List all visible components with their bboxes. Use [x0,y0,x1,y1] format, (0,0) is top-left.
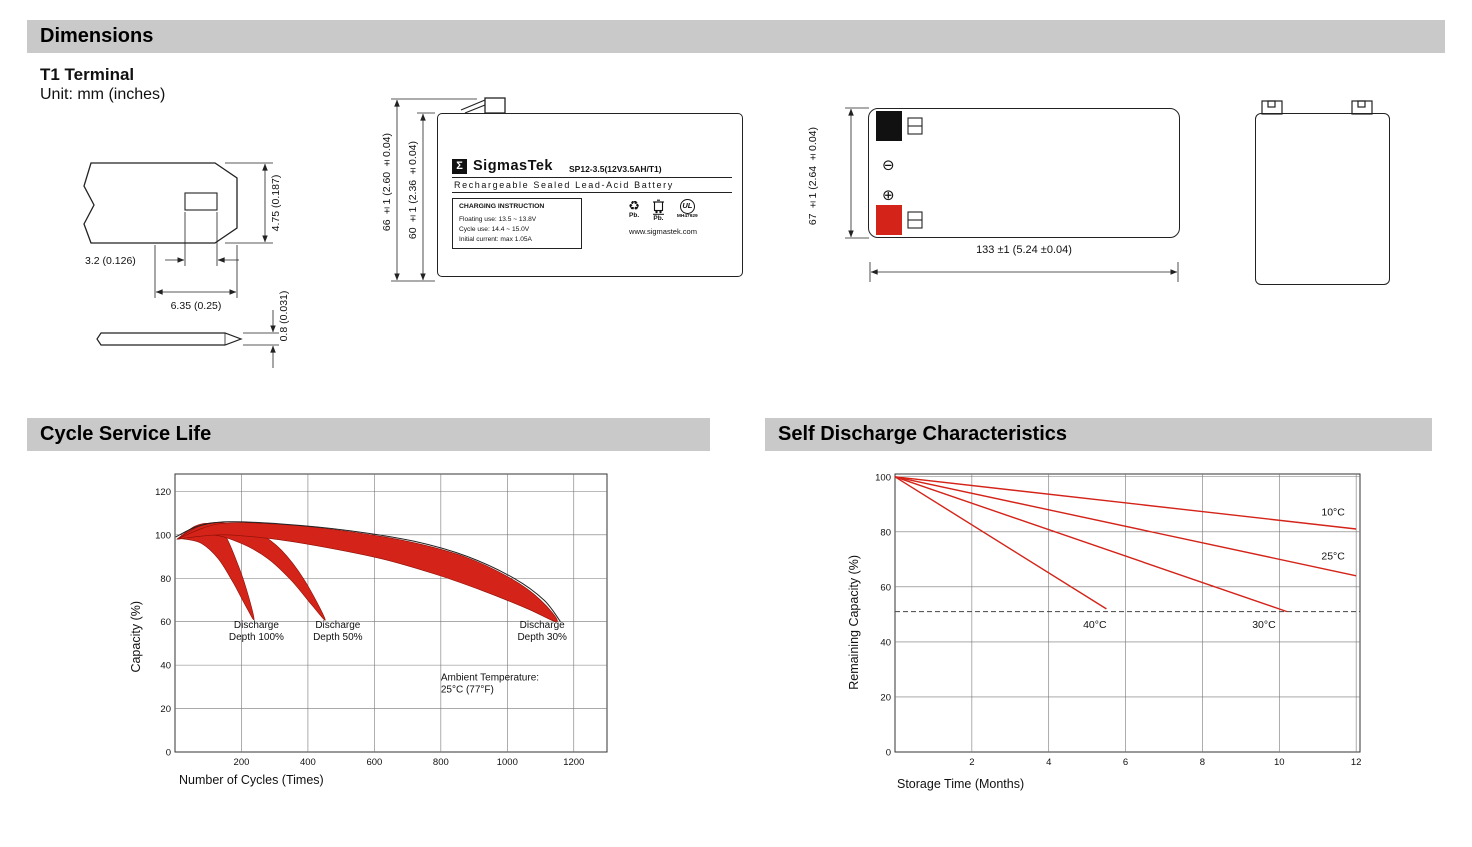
svg-text:25°C: 25°C [1321,550,1345,562]
top-view-length-dim-line [869,262,1179,282]
chart1-xlabel: Number of Cycles (Times) [179,773,324,787]
battery-top-view: ⊖ ⊕ 67 ±1 (2.64 ±0.04) 133 ±1 (5.24 ±0.0… [807,93,1227,308]
svg-text:200: 200 [234,757,250,768]
crossed-bin-pb-icon: Pb. [651,199,666,222]
charging-line-1: Floating use: 13.5 ~ 13.8V [459,215,537,223]
svg-text:10: 10 [1274,757,1285,768]
svg-text:10°C: 10°C [1321,506,1345,518]
top-view-terminals: ⊖ ⊕ [876,111,923,235]
svg-text:20: 20 [880,692,891,703]
recycle-pb-icon: ♻ Pb. [628,198,640,219]
cycle-service-life-chart: Capacity (%) 200 400 600 800 1000 1200 0 20 40 60… [27,451,710,815]
dim-635 [154,245,238,298]
dim-32 [165,212,239,266]
dimensions-area: T1 Terminal Unit: mm (inches) 4.75 (0.18… [27,53,1445,418]
svg-text:20: 20 [160,704,171,715]
svg-text:400: 400 [300,757,316,768]
charging-line-2: Cycle use: 14.4 ~ 15.0V [459,225,530,233]
dim-08 [243,310,279,368]
svg-text:100: 100 [875,472,891,483]
svg-text:800: 800 [433,757,449,768]
positive-symbol: ⊕ [882,187,895,204]
chart1-plot: 200 400 600 800 1000 1200 0 20 40 60 80 100 120 Disch… [155,473,608,768]
front-dim-lines [391,98,477,282]
svg-text:0: 0 [166,748,171,759]
svg-text:80: 80 [880,527,891,538]
chart2-xlabel: Storage Time (Months) [897,777,1025,791]
negative-terminal [876,111,902,141]
battery-side-view [1247,95,1407,300]
svg-text:600: 600 [366,757,382,768]
svg-text:30°C: 30°C [1252,619,1276,631]
dim-blade-thickness: 0.8 (0.031) [278,291,290,342]
dim-front-case-height: 60 ±1 (2.36 ±0.04) [407,141,419,240]
svg-text:60: 60 [880,582,891,593]
top-view-height-dim [845,107,869,239]
svg-text:60: 60 [160,617,171,628]
dim-terminal-height: 4.75 (0.187) [270,175,282,232]
terminal-blade-edge-view [96,332,243,346]
charts-row: Cycle Service Life Capacity (%) 200 400 60… [27,418,1445,815]
dim-hole-size: 3.2 (0.126) [85,255,136,267]
negative-blade [907,117,923,135]
battery-top-case [868,108,1180,238]
self-discharge-section: Self Discharge Characteristics Remaining… [765,418,1432,815]
svg-text:1000: 1000 [497,757,518,768]
dim-top-length: 133 ±1 (5.24 ±0.04) [976,244,1072,256]
ul-file-number: MH47929 [676,214,698,219]
svg-text:6: 6 [1123,757,1128,768]
dim-front-overall-height: 66 ±1 (2.60 ±0.04) [381,133,393,232]
terminal-profile [83,162,238,244]
battery-front-case: Σ SigmasTek SP12-3.5(12V3.5AH/T1) Rechar… [437,113,743,277]
website-url: www.sigmastek.com [629,227,697,237]
section-header-cycle-service-life: Cycle Service Life [27,418,710,451]
battery-front-view: 66 ±1 (2.60 ±0.04) 60 ±1 (2.36 ±0.04) Σ … [377,93,777,308]
negative-symbol: ⊖ [882,157,895,174]
self-discharge-chart: Remaining Capacity (%) 2 4 6 8 10 12 0 20 40 60 80… [765,451,1432,815]
sigma-logo-icon: Σ [452,158,467,174]
front-terminal-tab [460,97,506,114]
section-header-self-discharge: Self Discharge Characteristics [765,418,1432,451]
battery-side-case [1255,113,1390,285]
brand-name: SigmasTek [473,158,553,174]
unit-note: Unit: mm (inches) [40,86,166,103]
dim-top-width: 67 ±1 (2.64 ±0.04) [807,127,819,226]
svg-text:40: 40 [880,637,891,648]
positive-terminal [876,205,902,235]
svg-text:0: 0 [886,748,891,759]
charging-instruction-box: CHARGING INSTRUCTION Floating use: 13.5 … [452,198,582,250]
svg-text:12: 12 [1351,757,1362,768]
positive-blade [907,211,923,229]
svg-text:Ambient Temperature:25°C (77°F: Ambient Temperature: 25°C (77°F) [441,672,539,695]
svg-text:2: 2 [969,757,974,768]
svg-text:80: 80 [160,574,171,585]
charging-line-3: Initial current: max 1.05A [459,235,532,243]
battery-subtitle: Rechargeable Sealed Lead-Acid Battery [452,177,732,193]
battery-label: Σ SigmasTek SP12-3.5(12V3.5AH/T1) Rechar… [452,158,732,250]
side-view-terminals [1261,100,1373,115]
cycle-service-life-section: Cycle Service Life Capacity (%) 200 400 60… [27,418,710,815]
svg-text:100: 100 [155,530,171,541]
charging-title: CHARGING INSTRUCTION [459,203,545,210]
svg-text:8: 8 [1200,757,1205,768]
dim-terminal-width: 6.35 (0.25) [171,300,222,312]
model-number: SP12-3.5(12V3.5AH/T1) [569,164,662,174]
svg-text:40°C: 40°C [1083,619,1107,631]
svg-text:4: 4 [1046,757,1051,768]
bin-icon [652,199,664,215]
section-header-dimensions: Dimensions [27,20,1445,53]
terminal-hole [184,192,218,211]
svg-text:120: 120 [155,487,171,498]
svg-text:40: 40 [160,661,171,672]
terminal-type-title: T1 Terminal [40,65,135,84]
chart2-plot: 2 4 6 8 10 12 0 20 40 60 80 100 10°C 25°C 30°C 40°C [875,472,1362,768]
section-title: Dimensions [40,25,154,47]
ul-mark-icon: UL MH47929 [677,199,698,220]
svg-text:1200: 1200 [563,757,584,768]
dim-475 [225,162,273,244]
terminal-detail-drawing: 4.75 (0.187) 3.2 (0.126) 6.35 (0.25) 0.8… [83,162,290,368]
